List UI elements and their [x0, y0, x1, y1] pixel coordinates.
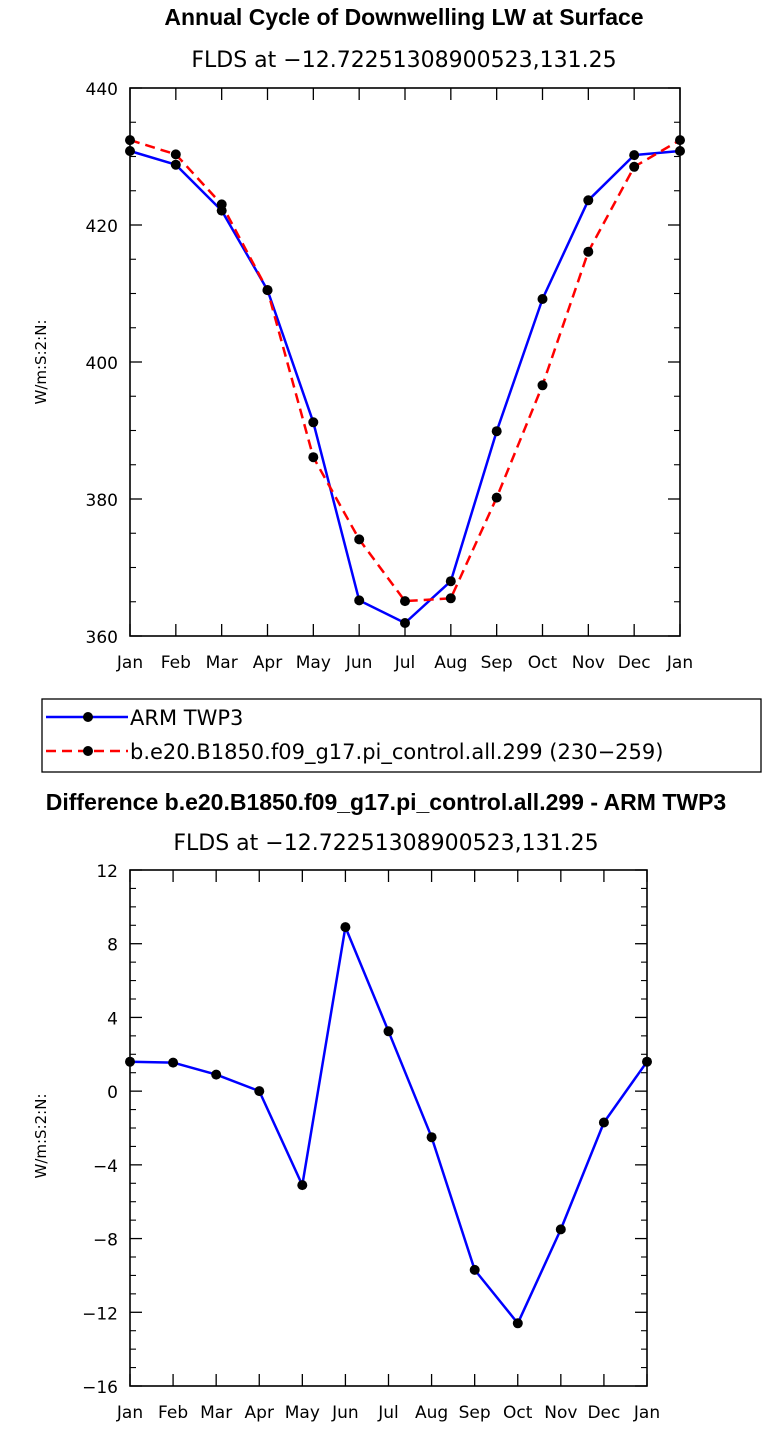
chart-1-series-2-point — [216, 199, 227, 210]
chart-1-plot: Jan Feb Mar Apr May Jun Jul Aug Sep Oct Nov Dec Jan 3… — [86, 80, 694, 673]
chart-1-xtick-label: Mar — [206, 653, 238, 673]
chart-1-series-1-point — [537, 294, 548, 304]
chart-2-series-1-point — [512, 1318, 523, 1329]
chart-1-series-2-point — [125, 135, 135, 146]
chart-2-frame — [129, 869, 648, 1387]
chart-2-series-1-line — [129, 925, 649, 1325]
chart-2-ytick-label: −4 — [93, 1157, 118, 1177]
chart-2-series-1-point — [211, 1069, 222, 1080]
chart-2-ytick-label: −8 — [93, 1231, 118, 1251]
chart-1-series-1-point — [308, 417, 319, 428]
chart-2-series-1-point — [125, 1056, 135, 1067]
chart-2-ytick-label: 8 — [107, 936, 118, 956]
chart-2-series-1-point — [469, 1264, 480, 1275]
chart-1-series-1-point — [170, 159, 181, 170]
chart-1-xtick-label: Dec — [618, 653, 651, 673]
chart-1-series-2-point — [537, 380, 548, 391]
chart-2-xtick-label: Oct — [503, 1403, 533, 1423]
chart-2-subtitle: FLDS at −12.72251308900523,131.25 — [173, 831, 598, 856]
chart-1-xtick-label: Apr — [253, 653, 282, 673]
chart-2-series-1-point — [254, 1086, 265, 1097]
chart-2-xtick-label: Jan — [633, 1403, 660, 1423]
chart-1-ylabel: W/m:S:2:N: — [32, 320, 50, 405]
chart-1-xtick-label: Jun — [345, 653, 373, 673]
chart-1-series-1-point — [583, 195, 594, 206]
chart-1-series-2-point — [629, 161, 640, 172]
chart-2-xtick-label: Dec — [587, 1403, 620, 1423]
chart-2-xtick-label: Feb — [158, 1403, 188, 1423]
chart-1-xtick-label: Feb — [161, 653, 191, 673]
chart-1-xtick-label: Aug — [434, 653, 467, 673]
chart-2-ytick-label: −16 — [82, 1378, 118, 1398]
legend-marker-series-2 — [83, 746, 93, 756]
chart-2-xtick-label: Jan — [116, 1403, 143, 1423]
chart-1-series-1-point — [445, 576, 456, 587]
legend-label-series-2: b.e20.B1850.f09_g17.pi_control.all.299 (… — [130, 740, 663, 765]
chart-1-series-2-point — [308, 452, 319, 463]
legend: ARM TWP3 b.e20.B1850.f09_g17.pi_control.… — [41, 698, 762, 773]
chart-1-xtick-label: Jul — [394, 653, 416, 673]
chart-2-title: Difference b.e20.B1850.f09_g17.pi_contro… — [46, 789, 726, 815]
chart-2-ytick-label: 12 — [96, 862, 118, 882]
chart-1-series-1-line — [129, 149, 681, 625]
chart-1-xtick-label: Sep — [481, 653, 513, 673]
chart-1-series-2-point — [170, 149, 181, 160]
chart-2-ytick-label: 0 — [107, 1083, 118, 1103]
chart-1-ytick-label: 440 — [86, 80, 118, 100]
chart-1-xtick-label: Oct — [528, 653, 558, 673]
legend-box — [41, 698, 762, 773]
legend-marker-series-1 — [83, 712, 93, 722]
chart-2-xtick-label: Nov — [544, 1403, 577, 1423]
chart-1-series-1-point — [125, 146, 135, 156]
chart-1-xtick-label: Jan — [666, 653, 693, 673]
chart-1-series-2-point — [583, 246, 594, 257]
chart-2-ytick-label: 4 — [107, 1009, 118, 1029]
chart-2-xtick-label: Mar — [200, 1403, 232, 1423]
chart-2-series-1-point — [598, 1117, 609, 1128]
chart-2-series-1-point — [383, 1026, 394, 1037]
chart-1-series-2-point — [445, 593, 456, 604]
chart-1-series-2-point — [262, 285, 273, 296]
chart-2-series-1-point — [297, 1180, 308, 1191]
chart-1-xtick-label: Nov — [572, 653, 605, 673]
chart-2-xtick-label: Aug — [415, 1403, 448, 1423]
chart-1-ytick-label: 360 — [86, 628, 118, 648]
chart-2-ytick-label: −12 — [82, 1304, 118, 1324]
chart-2-series-1-point — [340, 922, 351, 933]
chart-2-xtick-label: May — [285, 1403, 320, 1423]
chart-1-series-1-point — [629, 150, 640, 161]
chart-1-title: Annual Cycle of Downwelling LW at Surfac… — [164, 4, 643, 30]
chart-1-series-2-line — [129, 138, 681, 603]
chart-2-series-1-point — [555, 1224, 566, 1235]
chart-1-ytick-label: 420 — [86, 217, 118, 237]
chart-1-xtick-label: May — [296, 653, 331, 673]
chart-2-xtick-label: Jul — [377, 1403, 399, 1423]
chart-1-series-2-point — [675, 135, 685, 146]
chart-1-xtick-label: Jan — [116, 653, 143, 673]
chart-1-series-2-point — [400, 596, 410, 607]
chart-1-series-2-point — [354, 534, 365, 545]
chart-1-series-1-point — [675, 146, 685, 156]
chart-2-xtick-label: Jun — [331, 1403, 359, 1423]
chart-1-ytick-label: 380 — [86, 491, 118, 511]
chart-2-xtick-label: Apr — [245, 1403, 274, 1423]
chart-2-xtick-label: Sep — [459, 1403, 491, 1423]
chart-2-series-1-point — [426, 1132, 437, 1143]
legend-label-series-1: ARM TWP3 — [130, 706, 243, 730]
chart-1-frame — [129, 87, 681, 637]
chart-2-plot: Jan Feb Mar Apr May Jun Jul Aug Sep Oct Nov Dec Jan −… — [82, 862, 660, 1423]
chart-1-series-1-point — [354, 595, 365, 606]
chart-1-series-2-point — [491, 492, 502, 503]
chart-2-series-1-point — [642, 1056, 652, 1067]
chart-2-ylabel: W/m:S:2:N: — [32, 1094, 50, 1179]
chart-1-ytick-label: 400 — [86, 354, 118, 374]
chart-1-series-1-point — [400, 618, 410, 628]
chart-2-series-1-point — [168, 1057, 179, 1068]
chart-1-subtitle: FLDS at −12.72251308900523,131.25 — [191, 48, 616, 73]
chart-1-series-1-point — [491, 426, 502, 437]
